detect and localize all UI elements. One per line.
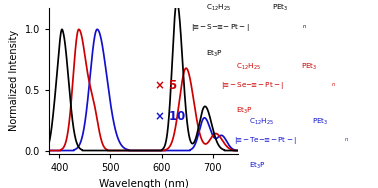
Text: C$_{12}$H$_{25}$: C$_{12}$H$_{25}$: [236, 62, 262, 72]
Text: $\mathsf{|\!\!\equiv\!\!-}$Te$\mathsf{-\!\!\equiv\!\!-Pt-|}$: $\mathsf{|\!\!\equiv\!\!-}$Te$\mathsf{-\…: [234, 135, 297, 146]
Text: $_n$: $_n$: [344, 136, 349, 144]
Y-axis label: Normalized Intensity: Normalized Intensity: [9, 30, 19, 131]
Text: PEt$_3$: PEt$_3$: [272, 3, 289, 13]
Text: $\mathsf{|\!\!\equiv\!\!-}$Se$\mathsf{-\!\!\equiv\!\!-Pt-|}$: $\mathsf{|\!\!\equiv\!\!-}$Se$\mathsf{-\…: [221, 80, 285, 91]
Text: Et$_3$P: Et$_3$P: [236, 106, 253, 116]
Text: C$_{12}$H$_{25}$: C$_{12}$H$_{25}$: [249, 117, 275, 127]
Text: $_n$: $_n$: [302, 24, 307, 31]
Text: PEt$_3$: PEt$_3$: [301, 62, 317, 72]
Text: Et$_3$P: Et$_3$P: [206, 49, 223, 59]
Text: C$_{12}$H$_{25}$: C$_{12}$H$_{25}$: [206, 3, 231, 13]
Text: Et$_3$P: Et$_3$P: [249, 161, 266, 171]
Text: $_n$: $_n$: [331, 82, 336, 89]
Text: $\mathsf{|\!\!\equiv\!\!-}$S$\mathsf{-\!\!\equiv\!\!-Pt-|}$: $\mathsf{|\!\!\equiv\!\!-}$S$\mathsf{-\!…: [191, 22, 250, 33]
Text: × 10: × 10: [155, 110, 185, 123]
Text: × 5: × 5: [155, 79, 177, 92]
Text: PEt$_3$: PEt$_3$: [312, 117, 328, 127]
X-axis label: Wavelength (nm): Wavelength (nm): [99, 179, 189, 188]
